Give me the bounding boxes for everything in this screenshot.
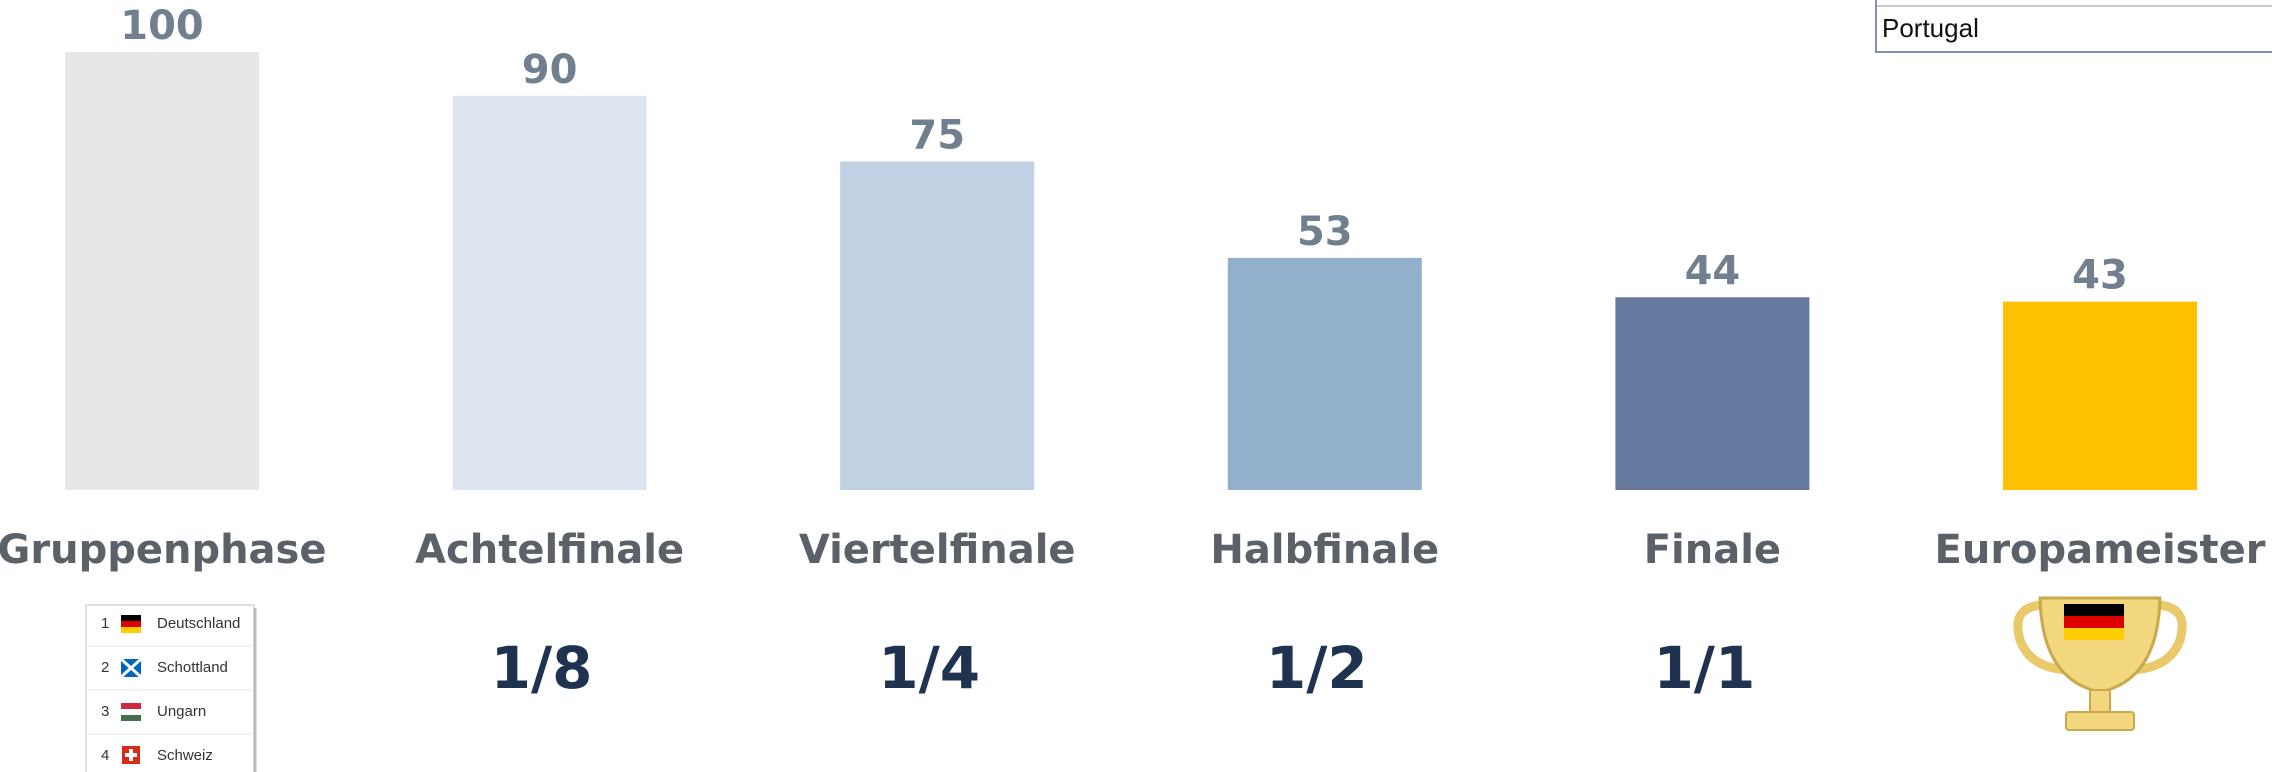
value-label: 44 — [1685, 248, 1741, 294]
flag-scotland — [119, 657, 143, 679]
category-label: Achtelfinale — [415, 527, 684, 573]
value-label: 53 — [1297, 209, 1353, 255]
category-label: Europameister — [1935, 527, 2266, 573]
group-table: 1 Deutschland 2 Schottland 3 Ungarn 4 Schweiz — [85, 604, 257, 772]
category-label: Viertelfinale — [799, 527, 1076, 573]
bar — [1615, 297, 1810, 490]
bar — [2003, 301, 2197, 490]
group-team: Schottland — [157, 659, 228, 676]
group-rank: 1 — [101, 615, 109, 632]
value-label: 100 — [120, 3, 204, 49]
bar — [452, 95, 647, 491]
flag-hungary — [121, 703, 141, 721]
trophy — [2013, 596, 2187, 731]
group-rank: 2 — [101, 659, 109, 676]
value-label: 43 — [2072, 253, 2128, 299]
value-label: 75 — [909, 113, 965, 159]
value-label: 90 — [522, 47, 578, 93]
corner-table-cell: Portugal — [1882, 13, 1979, 43]
bar — [840, 161, 1035, 490]
group-team: Ungarn — [157, 703, 206, 720]
flag-germany — [121, 615, 141, 633]
group-table-border — [85, 604, 255, 772]
category-label: Halbfinale — [1210, 527, 1439, 573]
group-rank: 3 — [101, 703, 109, 720]
stage-fraction: 1/1 — [1653, 634, 1755, 702]
corner-table-border — [1875, 0, 2272, 53]
category-label: Finale — [1644, 527, 1781, 573]
group-team: Schweiz — [157, 747, 213, 764]
bar — [1227, 257, 1422, 490]
stage-fraction: 1/4 — [878, 634, 980, 702]
corner-table: Portugal — [1875, 0, 2272, 53]
group-team: Deutschland — [157, 615, 240, 632]
bar — [65, 52, 259, 490]
stage-fraction: 1/8 — [491, 634, 593, 702]
stage-fraction: 1/2 — [1266, 634, 1368, 702]
category-label: Gruppenphase — [0, 527, 326, 573]
group-rank: 4 — [101, 747, 109, 764]
flag-switzerland — [122, 746, 140, 764]
